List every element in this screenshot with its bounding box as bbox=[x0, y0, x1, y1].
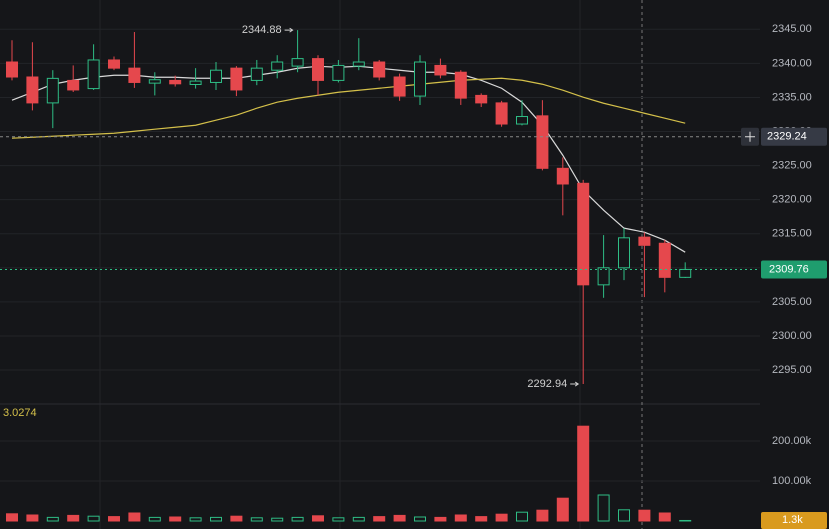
y-tick-label: 2335.00 bbox=[772, 91, 812, 103]
y-tick-label: 2325.00 bbox=[772, 159, 812, 171]
volume-bar bbox=[577, 425, 590, 522]
low-label: 2292.94 bbox=[527, 378, 567, 390]
volume-bar bbox=[87, 515, 100, 522]
crosshair-label-box bbox=[761, 127, 827, 146]
candle-body bbox=[128, 67, 141, 83]
candle-body bbox=[312, 58, 324, 81]
candle-body bbox=[271, 61, 284, 71]
candle-body bbox=[679, 268, 692, 278]
crosshair-label: 2329.24 bbox=[767, 131, 807, 143]
candle-body bbox=[46, 77, 59, 104]
volume-bar bbox=[454, 514, 467, 522]
volume-bar bbox=[169, 516, 182, 522]
plus-icon bbox=[745, 131, 755, 142]
volume-bar bbox=[250, 517, 263, 522]
volume-bar bbox=[26, 514, 39, 522]
volume-bar bbox=[393, 514, 406, 522]
candle-body bbox=[210, 69, 222, 83]
volume-bar bbox=[536, 509, 549, 522]
volume-bar bbox=[67, 514, 80, 522]
volume-bar bbox=[210, 516, 222, 522]
volume-bar bbox=[352, 516, 365, 522]
volume-bar bbox=[556, 497, 569, 522]
candle-body bbox=[26, 76, 39, 104]
volume-bar bbox=[658, 512, 671, 522]
volume-bar bbox=[618, 509, 630, 522]
candle-body bbox=[658, 242, 671, 278]
candle-body bbox=[414, 61, 426, 97]
candle-body bbox=[87, 59, 100, 90]
current-price-box bbox=[761, 260, 827, 279]
last-volume-box bbox=[761, 512, 827, 529]
candle-body bbox=[6, 61, 18, 78]
moving-average-line bbox=[11, 77, 686, 139]
candle-body bbox=[169, 79, 182, 85]
moving-average-line bbox=[11, 65, 686, 253]
candle-body bbox=[495, 102, 508, 125]
candle-body bbox=[393, 76, 406, 97]
volume-bar bbox=[108, 516, 120, 522]
low-arrow bbox=[570, 381, 580, 387]
candle-body bbox=[67, 79, 80, 91]
volume-bar bbox=[271, 517, 284, 522]
candle-body bbox=[536, 115, 549, 169]
high-label: 2344.88 bbox=[242, 24, 282, 36]
candle-body bbox=[373, 61, 386, 78]
y-tick-label: 2340.00 bbox=[772, 57, 812, 69]
volume-bar bbox=[638, 509, 651, 522]
volume-bar bbox=[434, 516, 447, 522]
candle-body bbox=[638, 236, 651, 246]
y-tick-label: 2305.00 bbox=[772, 296, 812, 308]
candle-body bbox=[516, 116, 528, 125]
candle-body bbox=[332, 64, 345, 81]
y-tick-label: 2320.00 bbox=[772, 194, 812, 206]
y-tick-label: 2295.00 bbox=[772, 364, 812, 376]
volume-bar bbox=[46, 516, 59, 522]
candle-body bbox=[250, 67, 263, 81]
volume-bar bbox=[332, 517, 345, 522]
volume-bar bbox=[597, 494, 610, 522]
candle-body bbox=[577, 182, 590, 286]
volume-bar bbox=[148, 516, 161, 522]
candle-body bbox=[291, 58, 304, 67]
candle-body bbox=[618, 237, 630, 269]
volume-bar bbox=[6, 513, 18, 522]
candle-body bbox=[556, 167, 569, 185]
volume-bar bbox=[373, 516, 386, 522]
volume-bar bbox=[189, 517, 202, 522]
volume-bar bbox=[679, 519, 692, 522]
candle-body bbox=[148, 79, 161, 84]
candle-body bbox=[230, 67, 243, 91]
candle-body bbox=[108, 59, 120, 69]
volume-bar bbox=[475, 516, 488, 522]
y-tick-label: 2315.00 bbox=[772, 228, 812, 240]
candle-body bbox=[597, 267, 610, 286]
y-tick-label: 2300.00 bbox=[772, 330, 812, 342]
volume-bar bbox=[128, 512, 141, 522]
volume-tick-label: 100.00k bbox=[772, 475, 812, 487]
last-volume-label: 1.3k bbox=[782, 514, 803, 526]
indicator-value: 3.0274 bbox=[3, 407, 37, 419]
volume-bar bbox=[312, 515, 324, 522]
volume-tick-label: 200.00k bbox=[772, 435, 812, 447]
current-price-label: 2309.76 bbox=[769, 263, 809, 275]
high-arrow bbox=[284, 27, 294, 33]
candle-body bbox=[352, 61, 365, 67]
candle-body bbox=[189, 80, 202, 85]
volume-bar bbox=[291, 516, 304, 522]
volume-bar bbox=[516, 511, 528, 522]
volume-bar bbox=[414, 516, 426, 522]
volume-bar bbox=[495, 513, 508, 522]
volume-bar bbox=[230, 515, 243, 522]
candle-body bbox=[475, 94, 488, 104]
candle-body bbox=[434, 64, 447, 76]
y-tick-label: 2345.00 bbox=[772, 23, 812, 35]
candle-body bbox=[454, 71, 467, 99]
